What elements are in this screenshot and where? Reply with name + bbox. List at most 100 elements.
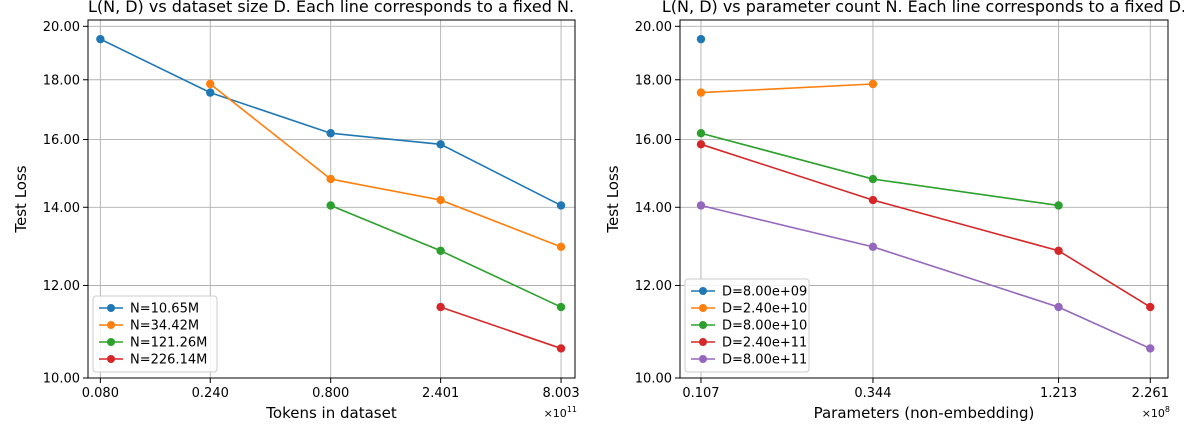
legend-swatch-marker bbox=[699, 321, 707, 329]
x-offset-multiplier: ×108 bbox=[1142, 405, 1170, 420]
data-point bbox=[436, 302, 445, 312]
series-1 bbox=[696, 34, 706, 44]
legend-swatch-marker bbox=[107, 321, 115, 329]
series-3 bbox=[696, 129, 1063, 210]
series-line bbox=[209, 83, 562, 248]
data-point bbox=[326, 174, 335, 184]
legend-item: N=34.42M bbox=[99, 319, 199, 334]
y-tick-label: 14.00 bbox=[635, 201, 672, 216]
legend-swatch-marker bbox=[107, 338, 115, 346]
data-point bbox=[556, 201, 566, 210]
y-tick-label: 10.00 bbox=[635, 372, 672, 387]
series-line bbox=[330, 204, 562, 308]
series-line bbox=[700, 83, 874, 94]
series-line bbox=[440, 306, 562, 350]
legend-label: N=10.65M bbox=[130, 302, 199, 317]
x-tick-label: 0.080 bbox=[82, 386, 119, 401]
y-tick-label: 12.00 bbox=[635, 279, 672, 294]
series-4 bbox=[696, 140, 1155, 312]
legend-item: D=8.00e+10 bbox=[691, 319, 807, 334]
legend-swatch-marker bbox=[699, 287, 707, 295]
data-point bbox=[696, 88, 706, 97]
legend-label: N=34.42M bbox=[130, 319, 199, 334]
legend-item: D=2.40e+10 bbox=[691, 302, 807, 317]
data-point bbox=[556, 344, 566, 353]
legend-label: N=226.14M bbox=[130, 353, 207, 368]
y-axis-label: Test Loss bbox=[604, 165, 622, 233]
data-point bbox=[868, 79, 878, 89]
data-point bbox=[556, 242, 566, 252]
y-tick-label: 20.00 bbox=[43, 20, 80, 35]
data-point bbox=[206, 88, 215, 97]
x-tick-label: 0.800 bbox=[312, 386, 349, 401]
legend-swatch-marker bbox=[107, 304, 115, 312]
data-point bbox=[868, 174, 878, 184]
data-point bbox=[436, 195, 445, 205]
legend-item: N=10.65M bbox=[99, 302, 199, 317]
x-axis-label: Parameters (non-embedding) bbox=[814, 404, 1035, 422]
data-point bbox=[1054, 302, 1063, 312]
data-point bbox=[556, 302, 566, 312]
x-tick-label: 0.240 bbox=[192, 386, 229, 401]
y-tick-label: 12.00 bbox=[43, 279, 80, 294]
data-point bbox=[206, 79, 215, 89]
y-tick-label: 18.00 bbox=[43, 73, 80, 88]
x-tick-label: 0.344 bbox=[854, 386, 891, 401]
data-point bbox=[436, 140, 445, 149]
series-line bbox=[700, 204, 1151, 350]
chart-title: L(N, D) vs parameter count N. Each line … bbox=[662, 0, 1184, 16]
legend-swatch-marker bbox=[699, 304, 707, 312]
series-line bbox=[700, 132, 1059, 207]
data-point bbox=[1146, 344, 1155, 353]
y-tick-label: 16.00 bbox=[635, 133, 672, 148]
chart-1: L(N, D) vs dataset size D. Each line cor… bbox=[12, 0, 580, 422]
legend-item: D=8.00e+09 bbox=[691, 285, 807, 300]
data-point bbox=[1054, 201, 1063, 210]
legend-swatch-marker bbox=[107, 355, 115, 363]
data-point bbox=[1146, 302, 1155, 312]
legend: D=8.00e+09 D=2.40e+10 D=8.00e+10 D=2.40e+11… bbox=[684, 278, 810, 373]
y-tick-label: 16.00 bbox=[43, 133, 80, 148]
chart-2: L(N, D) vs parameter count N. Each line … bbox=[604, 0, 1184, 422]
legend-item: D=2.40e+11 bbox=[691, 336, 807, 351]
series-5 bbox=[696, 201, 1155, 353]
x-tick-label: 8.003 bbox=[542, 386, 579, 401]
x-tick-label: 1.213 bbox=[1040, 386, 1077, 401]
legend-label: D=8.00e+11 bbox=[722, 353, 807, 368]
series-2 bbox=[696, 79, 878, 97]
y-tick-label: 14.00 bbox=[43, 201, 80, 216]
legend-item: N=226.14M bbox=[99, 353, 207, 368]
data-point bbox=[1054, 246, 1063, 255]
y-tick-label: 10.00 bbox=[43, 372, 80, 387]
data-point bbox=[696, 201, 706, 210]
legend-label: N=121.26M bbox=[130, 336, 207, 351]
x-offset-multiplier: ×1011 bbox=[544, 405, 577, 420]
data-point bbox=[696, 129, 706, 138]
x-axis-label: Tokens in dataset bbox=[265, 404, 397, 422]
series-2 bbox=[206, 79, 566, 252]
legend: N=10.65M N=34.42M N=121.26M N=226.14M bbox=[92, 295, 218, 373]
x-tick-label: 2.401 bbox=[422, 386, 459, 401]
legend-label: D=2.40e+11 bbox=[722, 336, 807, 351]
legend-label: D=2.40e+10 bbox=[722, 302, 807, 317]
y-tick-label: 18.00 bbox=[635, 73, 672, 88]
legend-box bbox=[684, 278, 810, 373]
x-tick-label: 0.107 bbox=[682, 386, 719, 401]
x-tick-label: 2.261 bbox=[1132, 386, 1169, 401]
series-1 bbox=[96, 34, 566, 210]
data-point bbox=[868, 195, 878, 205]
data-point bbox=[326, 201, 335, 210]
data-point bbox=[696, 140, 706, 149]
data-point bbox=[868, 242, 878, 252]
legend-box bbox=[92, 295, 218, 373]
data-point bbox=[436, 246, 445, 255]
legend-item: N=121.26M bbox=[99, 336, 207, 351]
y-tick-label: 20.00 bbox=[635, 20, 672, 35]
y-axis-label: Test Loss bbox=[12, 165, 30, 233]
data-point bbox=[326, 129, 335, 138]
data-point bbox=[96, 34, 105, 44]
chart-title: L(N, D) vs dataset size D. Each line cor… bbox=[88, 0, 574, 16]
legend-swatch-marker bbox=[699, 355, 707, 363]
legend-label: D=8.00e+09 bbox=[722, 285, 807, 300]
